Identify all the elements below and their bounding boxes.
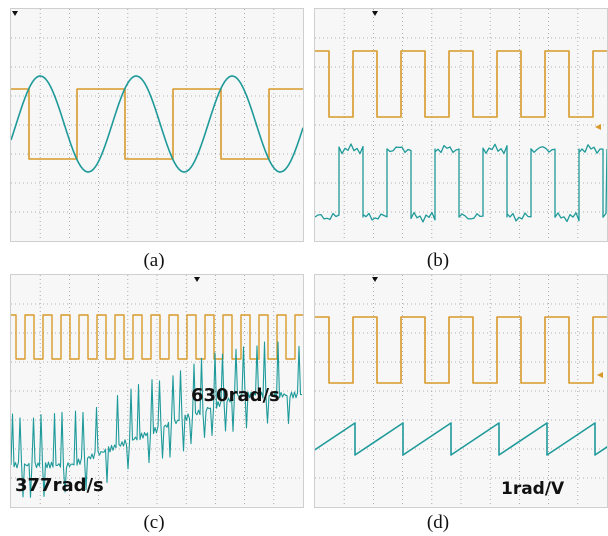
caption-d: (d) bbox=[426, 512, 450, 533]
scope-d-plot bbox=[315, 275, 607, 507]
trigger-marker-d bbox=[372, 277, 378, 282]
grid bbox=[315, 275, 607, 507]
scope-panel-d: 1rad/V bbox=[314, 274, 608, 508]
grid bbox=[315, 9, 607, 241]
scope-panel-c: 630rad/s 377rad/s bbox=[10, 274, 304, 508]
trace-b-square bbox=[315, 50, 607, 118]
scope-c-plot bbox=[11, 275, 303, 507]
scope-a-plot bbox=[11, 9, 303, 241]
scope-b-plot bbox=[315, 9, 607, 241]
trigger-marker-c bbox=[194, 277, 200, 282]
caption-c: (c) bbox=[143, 512, 165, 533]
trace-a-sine bbox=[11, 75, 303, 173]
trace-c-square bbox=[11, 314, 303, 360]
trace-c-speed bbox=[11, 341, 303, 498]
trace-d-square bbox=[315, 316, 607, 384]
trace-a-square bbox=[11, 88, 303, 160]
trigger-marker-b bbox=[372, 11, 378, 16]
trace-d-sawtooth bbox=[315, 422, 607, 456]
level-marker-d bbox=[597, 372, 603, 378]
trigger-marker-a bbox=[12, 11, 18, 16]
scope-panel-b bbox=[314, 8, 608, 242]
grid bbox=[11, 9, 303, 241]
level-marker-b bbox=[595, 124, 601, 130]
caption-a: (a) bbox=[143, 250, 165, 271]
scope-panel-a bbox=[10, 8, 304, 242]
speed-label-630: 630rad/s bbox=[191, 385, 280, 406]
gain-label: 1rad/V bbox=[501, 479, 565, 499]
trace-b-square-noisy bbox=[315, 143, 607, 223]
caption-b: (b) bbox=[426, 250, 450, 271]
speed-label-377: 377rad/s bbox=[15, 475, 104, 496]
